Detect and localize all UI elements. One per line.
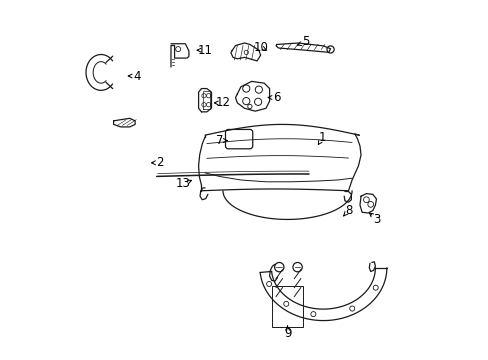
Text: 5: 5 — [301, 35, 308, 49]
Text: 3: 3 — [373, 213, 380, 226]
Text: 4: 4 — [133, 69, 141, 82]
Text: 11: 11 — [197, 44, 212, 57]
Text: 7: 7 — [215, 134, 223, 147]
Text: 10: 10 — [253, 41, 267, 54]
Text: 8: 8 — [344, 204, 351, 217]
Text: 1: 1 — [318, 131, 326, 144]
Text: 2: 2 — [156, 156, 163, 169]
Text: 6: 6 — [272, 91, 280, 104]
Text: 12: 12 — [215, 96, 230, 109]
Text: 9: 9 — [283, 327, 291, 340]
Text: 13: 13 — [176, 177, 191, 190]
